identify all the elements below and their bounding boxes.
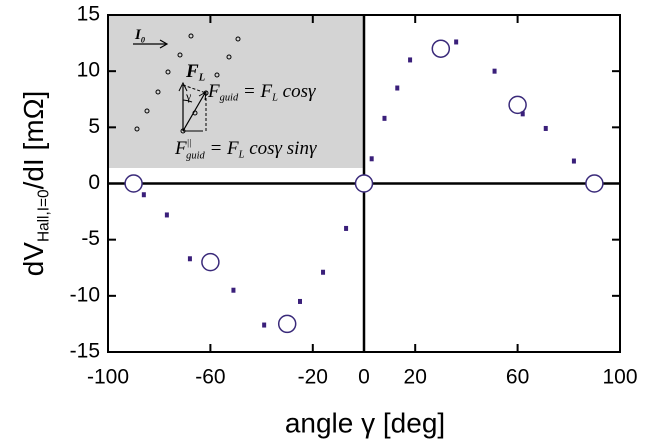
x-tick-label: -20 bbox=[298, 366, 328, 389]
text-part: cosγ bbox=[278, 81, 316, 102]
x-tick-label: 100 bbox=[602, 366, 637, 389]
fit-dot bbox=[187, 256, 192, 262]
subscript: L bbox=[198, 73, 205, 84]
text-part: = F bbox=[205, 138, 239, 159]
fit-dot bbox=[141, 192, 146, 198]
subscript: guid bbox=[186, 151, 205, 162]
data-point bbox=[508, 95, 527, 115]
fit-dot bbox=[408, 57, 413, 63]
y-tick-label: 0 bbox=[88, 171, 100, 194]
rich-text: FL​ bbox=[185, 61, 205, 84]
rich-text: F||guid​ = FL​ cosγ sinγ bbox=[174, 138, 317, 162]
fit-dot bbox=[321, 269, 326, 275]
text-part: = F bbox=[238, 81, 272, 102]
fit-dot bbox=[395, 85, 400, 91]
fit-dot bbox=[382, 115, 387, 121]
y-tick-label: -10 bbox=[70, 283, 100, 306]
text-part: dV bbox=[18, 242, 49, 277]
inset-angle: γ bbox=[185, 89, 192, 103]
subscript: L bbox=[238, 150, 245, 161]
subscript: L bbox=[271, 93, 278, 104]
fit-dot bbox=[520, 111, 525, 117]
fit-dot bbox=[543, 125, 548, 131]
fit-dot bbox=[164, 212, 169, 218]
fit-dot bbox=[344, 225, 349, 231]
y-tick-label: 10 bbox=[77, 59, 100, 82]
x-tick-label: -100 bbox=[87, 366, 129, 389]
data-point bbox=[354, 174, 374, 193]
fit-dot bbox=[454, 39, 459, 45]
data-point bbox=[277, 314, 297, 334]
text-part: F bbox=[185, 61, 199, 82]
subscript: guid bbox=[220, 93, 239, 104]
x-tick-label: 20 bbox=[404, 366, 427, 389]
inset-drawing bbox=[133, 33, 241, 134]
x-tick-label: 0 bbox=[358, 366, 370, 389]
text-part: I bbox=[134, 27, 142, 43]
data-point bbox=[201, 252, 220, 272]
text-part: F bbox=[174, 138, 187, 159]
rich-text: Fguid​ = FL​ cosγ bbox=[207, 81, 316, 104]
subscript: Hall,I=0 bbox=[35, 189, 52, 242]
superscript: || bbox=[187, 139, 192, 149]
y-tick-label: 5 bbox=[88, 115, 100, 138]
fit-dot bbox=[492, 68, 497, 74]
fit-dot bbox=[231, 287, 236, 293]
text-part: cosγ sinγ bbox=[244, 138, 316, 159]
fit-dot bbox=[571, 158, 576, 164]
x-tick-label: 60 bbox=[506, 366, 529, 389]
fit-dot bbox=[369, 156, 374, 162]
y-tick-label: 15 bbox=[77, 3, 100, 26]
fit-dot bbox=[262, 322, 267, 328]
subscript: 0 bbox=[141, 35, 145, 44]
y-axis-label: dVHall,I=0​/dI [mΩ] bbox=[18, 91, 52, 277]
y-tick-label: -15 bbox=[70, 340, 100, 363]
y-tick-label: -5 bbox=[81, 227, 100, 250]
fit-dot bbox=[298, 298, 302, 304]
x-axis-label: angle γ [deg] bbox=[285, 407, 445, 438]
x-tick-label: -60 bbox=[195, 366, 225, 389]
data-point bbox=[124, 174, 143, 193]
data-point bbox=[431, 39, 451, 58]
text-part: /dI [mΩ] bbox=[18, 91, 49, 190]
rich-text: I0​ bbox=[134, 27, 145, 44]
data-point bbox=[585, 174, 604, 193]
text-part: F bbox=[207, 81, 220, 102]
